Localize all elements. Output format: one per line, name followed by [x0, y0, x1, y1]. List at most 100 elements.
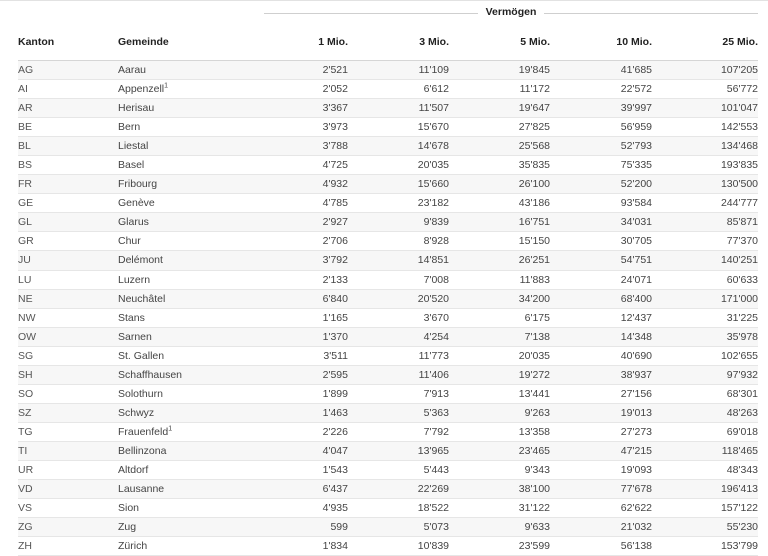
- cell-gemeinde: Zug: [118, 517, 248, 538]
- cell-25mio-text: 85'871: [726, 216, 758, 229]
- cell-gemeinde: Altdorf: [118, 460, 248, 481]
- cell-gemeinde: St. Gallen: [118, 346, 248, 366]
- cell-kanton: VS: [18, 498, 118, 519]
- cell-5mio-text: 13'358: [518, 425, 550, 438]
- cell-kanton: BS: [18, 155, 118, 176]
- column-header-3mio[interactable]: 3 Mio.: [348, 24, 449, 61]
- cell-1mio: 4'047: [248, 441, 348, 461]
- cell-1mio: 6'437: [248, 479, 348, 500]
- table-row: ZG Zug 599 5'073 9'633 21'032 55'230: [18, 517, 758, 538]
- table-row: JU Delémont 3'792 14'851 26'251 54'751 140'251: [18, 250, 758, 271]
- cell-kanton-text: VD: [18, 483, 33, 496]
- column-header-1mio[interactable]: 1 Mio.: [248, 24, 348, 61]
- cell-gemeinde-text: Frauenfeld: [118, 425, 169, 438]
- cell-3mio: 5'363: [348, 403, 449, 423]
- cell-10mio: 56'959: [550, 117, 652, 138]
- cell-1mio: 1'370: [248, 327, 348, 347]
- cell-gemeinde: Zürich: [118, 536, 248, 556]
- cell-10mio: 34'031: [550, 212, 652, 233]
- cell-10mio: 19'093: [550, 460, 652, 481]
- cell-10mio-text: 41'685: [620, 64, 652, 77]
- cell-5mio: 11'172: [449, 79, 550, 100]
- cell-gemeinde-text: Basel: [118, 159, 145, 172]
- cell-25mio: 31'225: [652, 308, 758, 328]
- cell-kanton-text: BL: [18, 140, 31, 153]
- cell-1mio: 6'840: [248, 289, 348, 309]
- cell-3mio-text: 15'670: [417, 121, 449, 134]
- cell-5mio: 20'035: [449, 346, 550, 366]
- cell-3mio-text: 3'670: [423, 311, 449, 324]
- cell-25mio: 140'251: [652, 250, 758, 271]
- cell-10mio: 56'138: [550, 536, 652, 556]
- column-header-kanton[interactable]: Kanton: [18, 24, 118, 61]
- cell-1mio: 1'165: [248, 308, 348, 328]
- cell-1mio-text: 2'595: [322, 368, 348, 381]
- cell-kanton-text: SG: [18, 349, 34, 362]
- cell-kanton-text: BS: [18, 159, 33, 172]
- cell-3mio-text: 8'928: [423, 235, 449, 248]
- cell-1mio-text: 6'437: [322, 483, 348, 496]
- cell-gemeinde: Fribourg: [118, 174, 248, 195]
- cell-1mio: 3'973: [248, 117, 348, 138]
- cell-5mio: 16'751: [449, 212, 550, 233]
- cell-10mio-text: 34'031: [620, 216, 652, 229]
- cell-kanton-text: SH: [18, 368, 33, 381]
- cell-1mio: 2'052: [248, 79, 348, 100]
- cell-3mio-text: 11'773: [418, 349, 449, 362]
- cell-10mio-text: 30'705: [620, 235, 652, 248]
- cell-5mio: 23'465: [449, 441, 550, 461]
- cell-25mio-text: 69'018: [726, 425, 758, 438]
- cell-5mio-text: 34'200: [518, 292, 550, 305]
- cell-gemeinde-text: Aarau: [118, 64, 147, 77]
- cell-3mio: 20'035: [348, 155, 449, 176]
- cell-25mio: 48'263: [652, 403, 758, 423]
- cell-1mio-text: 1'370: [322, 330, 348, 343]
- cell-25mio-text: 118'465: [721, 444, 758, 457]
- column-group-header: Vermögen: [18, 0, 758, 24]
- cell-10mio: 27'156: [550, 384, 652, 404]
- cell-1mio-text: 3'973: [322, 121, 348, 134]
- cell-1mio: 2'226: [248, 422, 348, 442]
- cell-25mio-text: 130'500: [720, 178, 758, 191]
- cell-kanton-text: VS: [18, 502, 33, 515]
- cell-5mio: 25'568: [449, 136, 550, 157]
- cell-25mio: 153'799: [652, 536, 758, 556]
- cell-1mio: 1'834: [248, 536, 348, 556]
- cell-3mio-text: 15'660: [417, 178, 449, 191]
- cell-1mio-text: 4'935: [322, 502, 348, 515]
- cell-kanton: AR: [18, 98, 118, 119]
- cell-gemeinde: Bellinzona: [118, 441, 248, 461]
- cell-gemeinde-text: Luzern: [118, 273, 151, 286]
- cell-10mio: 39'997: [550, 98, 652, 119]
- table-row: OW Sarnen 1'370 4'254 7'138 14'348 35'978: [18, 327, 758, 347]
- cell-1mio-text: 1'834: [322, 540, 348, 553]
- cell-1mio: 1'899: [248, 384, 348, 404]
- cell-25mio-text: 56'772: [726, 83, 758, 96]
- cell-3mio-text: 23'182: [417, 197, 449, 210]
- tax-table-container: Vermögen Kanton Gemeinde 1 Mio. 3 Mio. 5…: [18, 0, 758, 556]
- table-row: VD Lausanne 6'437 22'269 38'100 77'678 196'413: [18, 479, 758, 500]
- cell-5mio: 34'200: [449, 289, 550, 309]
- column-header-gemeinde[interactable]: Gemeinde: [118, 24, 248, 61]
- cell-5mio-text: 9'263: [524, 406, 550, 419]
- table-row: NE Neuchâtel 6'840 20'520 34'200 68'400 171'00…: [18, 289, 758, 309]
- column-header-25mio[interactable]: 25 Mio.: [652, 24, 758, 61]
- cell-1mio: 4'935: [248, 498, 348, 519]
- cell-kanton-text: ZG: [18, 521, 33, 534]
- table-row: SH Schaffhausen 2'595 11'406 19'272 38'937 97'…: [18, 365, 758, 385]
- cell-25mio: 142'553: [652, 117, 758, 138]
- cell-gemeinde-text: Zug: [118, 521, 137, 534]
- column-header-10mio[interactable]: 10 Mio.: [550, 24, 652, 61]
- cell-3mio-text: 5'363: [423, 406, 449, 419]
- cell-kanton: TI: [18, 441, 118, 461]
- cell-1mio: 1'543: [248, 460, 348, 481]
- cell-3mio: 11'507: [348, 98, 449, 119]
- table-row: FR Fribourg 4'932 15'660 26'100 52'200 130'500: [18, 174, 758, 195]
- cell-kanton-text: GL: [18, 216, 33, 229]
- cell-5mio: 13'441: [449, 384, 550, 404]
- cell-10mio: 24'071: [550, 270, 652, 290]
- column-header-5mio[interactable]: 5 Mio.: [449, 24, 550, 61]
- cell-kanton: AI: [18, 79, 118, 100]
- cell-25mio: 171'000: [652, 289, 758, 309]
- cell-gemeinde: Lausanne: [118, 479, 248, 500]
